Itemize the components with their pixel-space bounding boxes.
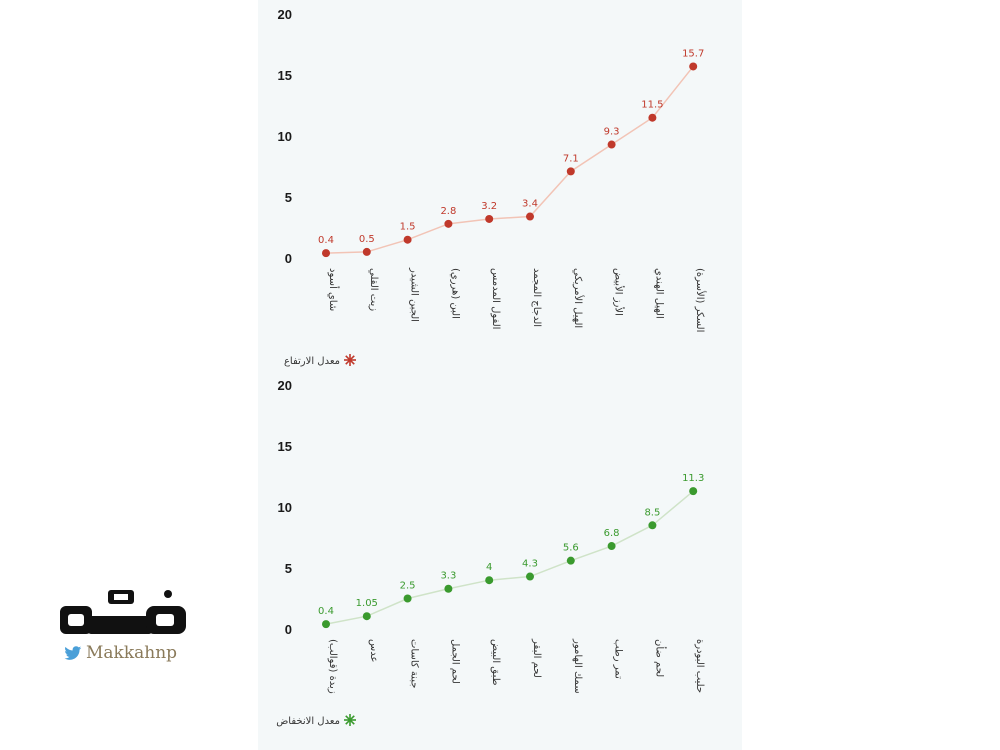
data-point bbox=[526, 572, 534, 581]
legend-label: معدل الارتفاع bbox=[284, 356, 340, 367]
category-label: الأرز الأبيض bbox=[613, 268, 626, 316]
data-label: 9.3 bbox=[604, 127, 620, 138]
category-label: الفول المدمس bbox=[490, 268, 501, 329]
data-point bbox=[648, 521, 657, 530]
y-tick-label: 10 bbox=[278, 500, 292, 515]
data-label: 15.7 bbox=[682, 48, 704, 59]
data-label: 11.5 bbox=[641, 100, 663, 111]
y-tick-label: 20 bbox=[278, 378, 292, 393]
y-tick-label: 20 bbox=[278, 7, 292, 22]
category-label: عدس bbox=[368, 639, 379, 662]
data-point bbox=[689, 487, 698, 496]
data-point bbox=[444, 584, 453, 593]
category-label: تمر رطب bbox=[613, 639, 624, 679]
legend-star-icon bbox=[344, 714, 356, 726]
category-label: السكر (الأسرة) bbox=[694, 268, 707, 332]
data-point bbox=[607, 140, 616, 149]
data-label: 0.4 bbox=[318, 235, 334, 246]
makkah-logo bbox=[60, 590, 186, 634]
category-label: زبدة (قوالب) bbox=[327, 639, 338, 694]
data-label: 5.6 bbox=[563, 543, 579, 554]
data-point bbox=[322, 620, 330, 629]
brand-handle[interactable]: Makkahnp bbox=[86, 643, 178, 663]
data-point bbox=[689, 62, 698, 71]
chart-1: 0 5 10 15 20 0.4 0.5 1.5 2.8 3.2 3.4 7.1 9.3 11.5 15.7… bbox=[278, 7, 708, 367]
category-label: لحم ضأن bbox=[653, 639, 667, 677]
data-label: 8.5 bbox=[644, 507, 660, 518]
legend-label: معدل الانخفاض bbox=[276, 716, 340, 727]
y-tick-label: 15 bbox=[278, 439, 292, 454]
data-point bbox=[322, 249, 330, 258]
data-point bbox=[485, 576, 494, 585]
data-label: 0.4 bbox=[318, 606, 334, 617]
data-label: 4.3 bbox=[522, 559, 538, 570]
data-point bbox=[362, 612, 371, 621]
category-label: جبنة كاسات bbox=[409, 639, 420, 688]
data-point bbox=[485, 214, 494, 223]
y-tick-label: 15 bbox=[278, 68, 292, 83]
data-label: 3.2 bbox=[481, 201, 497, 212]
category-label: الجبن الشيدر bbox=[409, 267, 420, 322]
category-label: حليب البودرة bbox=[694, 639, 705, 693]
y-tick-label: 5 bbox=[285, 190, 292, 205]
category-label: زيت القلي bbox=[368, 268, 379, 311]
category-label: الهيل الأمريكي bbox=[572, 268, 585, 328]
data-label: 2.8 bbox=[440, 206, 456, 217]
series-line bbox=[325, 65, 694, 254]
category-label: طبق البيض bbox=[490, 639, 501, 686]
legend-star-icon bbox=[344, 354, 356, 366]
data-label: 11.3 bbox=[682, 473, 704, 484]
category-label: البن (هرري) bbox=[449, 268, 460, 319]
category-label: الدجاج المجمد bbox=[531, 268, 542, 327]
data-point bbox=[566, 556, 575, 565]
data-label: 1.5 bbox=[400, 222, 416, 233]
data-label: 4 bbox=[486, 562, 492, 573]
data-point bbox=[403, 594, 412, 603]
data-point bbox=[444, 219, 453, 228]
y-tick-label: 0 bbox=[285, 251, 292, 266]
data-label: 7.1 bbox=[563, 153, 579, 164]
data-point bbox=[526, 212, 534, 221]
data-label: 3.4 bbox=[522, 199, 538, 210]
data-point bbox=[566, 167, 575, 176]
y-tick-label: 5 bbox=[285, 561, 292, 576]
category-label: شاي أسود bbox=[327, 268, 340, 311]
data-point bbox=[362, 247, 371, 256]
chart-panel bbox=[258, 0, 742, 750]
y-tick-label: 0 bbox=[285, 622, 292, 637]
series-line bbox=[325, 490, 694, 625]
data-label: 3.3 bbox=[440, 571, 456, 582]
data-point bbox=[648, 113, 657, 122]
chart-2: 0 5 10 15 20 0.4 1.05 2.5 3.3 4 4.3 5.6 6.8 8.5 11.3 زب… bbox=[276, 378, 705, 727]
data-point bbox=[403, 235, 412, 244]
category-label: الهيل الهندي bbox=[653, 268, 664, 319]
data-label: 0.5 bbox=[359, 234, 375, 245]
data-label: 6.8 bbox=[604, 528, 620, 539]
data-label: 2.5 bbox=[400, 581, 416, 592]
y-tick-label: 10 bbox=[278, 129, 292, 144]
category-label: سمك الهامور bbox=[572, 638, 583, 694]
bird-icon bbox=[64, 646, 82, 660]
data-point bbox=[607, 542, 616, 551]
category-label: لحم البقر bbox=[531, 638, 542, 678]
category-label: لحم الجمل bbox=[449, 639, 460, 684]
data-label: 1.05 bbox=[356, 598, 378, 609]
